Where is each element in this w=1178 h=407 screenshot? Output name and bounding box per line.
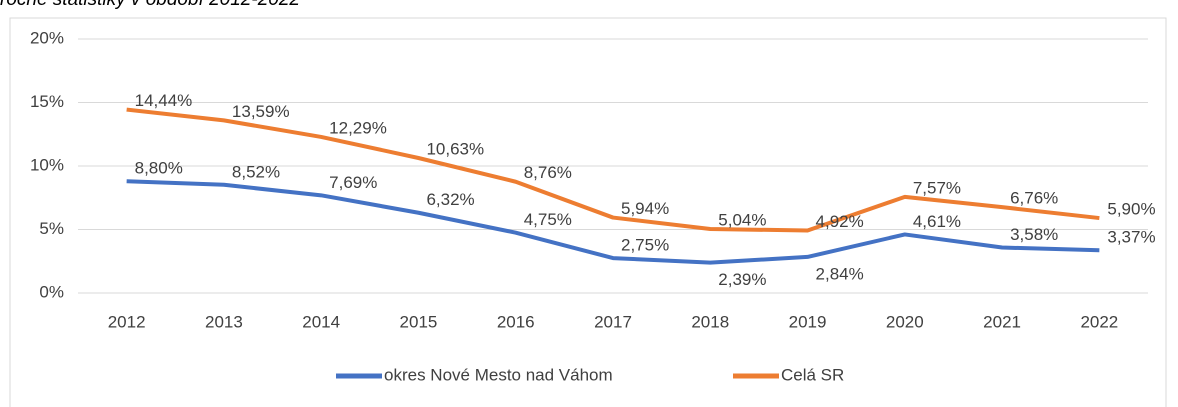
data-label: 8,76%	[524, 163, 572, 182]
data-label: 2,84%	[816, 264, 864, 283]
x-tick-label: 2016	[497, 312, 535, 331]
data-label: 6,32%	[426, 190, 474, 209]
data-label: 7,69%	[329, 173, 377, 192]
data-label: 4,61%	[913, 212, 961, 231]
data-label: 10,63%	[426, 139, 484, 158]
y-tick-label: 0%	[39, 282, 64, 301]
data-label: 8,52%	[232, 162, 280, 181]
x-tick-label: 2012	[108, 312, 146, 331]
data-label: 6,76%	[1010, 189, 1058, 208]
y-tick-label: 15%	[30, 92, 64, 111]
data-label: 5,90%	[1107, 200, 1155, 219]
data-label: 7,57%	[913, 178, 961, 197]
x-tick-label: 2015	[400, 312, 438, 331]
data-label: 4,92%	[816, 212, 864, 231]
legend-label: Celá SR	[781, 365, 844, 384]
x-tick-label: 2017	[594, 312, 632, 331]
x-tick-label: 2013	[205, 312, 243, 331]
data-label: 2,39%	[718, 270, 766, 289]
x-tick-label: 2020	[886, 312, 924, 331]
data-label: 4,75%	[524, 210, 572, 229]
x-tick-label: 2021	[983, 312, 1021, 331]
x-tick-label: 2018	[691, 312, 729, 331]
legend-label: okres Nové Mesto nad Váhom	[384, 365, 613, 384]
data-label: 5,04%	[718, 210, 766, 229]
data-label: 12,29%	[329, 118, 387, 137]
x-tick-label: 2014	[302, 312, 340, 331]
data-label: 3,37%	[1107, 228, 1155, 247]
data-label: 8,80%	[135, 159, 183, 178]
data-label: 5,94%	[621, 199, 669, 218]
data-label: 13,59%	[232, 102, 290, 121]
chart-border	[9, 17, 1167, 407]
y-tick-label: 5%	[39, 219, 64, 238]
data-label: 14,44%	[135, 91, 193, 110]
x-tick-label: 2019	[789, 312, 827, 331]
data-label: 3,58%	[1010, 225, 1058, 244]
y-tick-label: 10%	[30, 155, 64, 174]
series-line	[126, 179, 1100, 265]
chart-title: ročné štatistiky v období 2012-2022	[0, 0, 300, 10]
series-line	[126, 107, 1100, 233]
y-tick-label: 20%	[30, 28, 64, 47]
data-label: 2,75%	[621, 236, 669, 255]
x-tick-label: 2022	[1080, 312, 1118, 331]
